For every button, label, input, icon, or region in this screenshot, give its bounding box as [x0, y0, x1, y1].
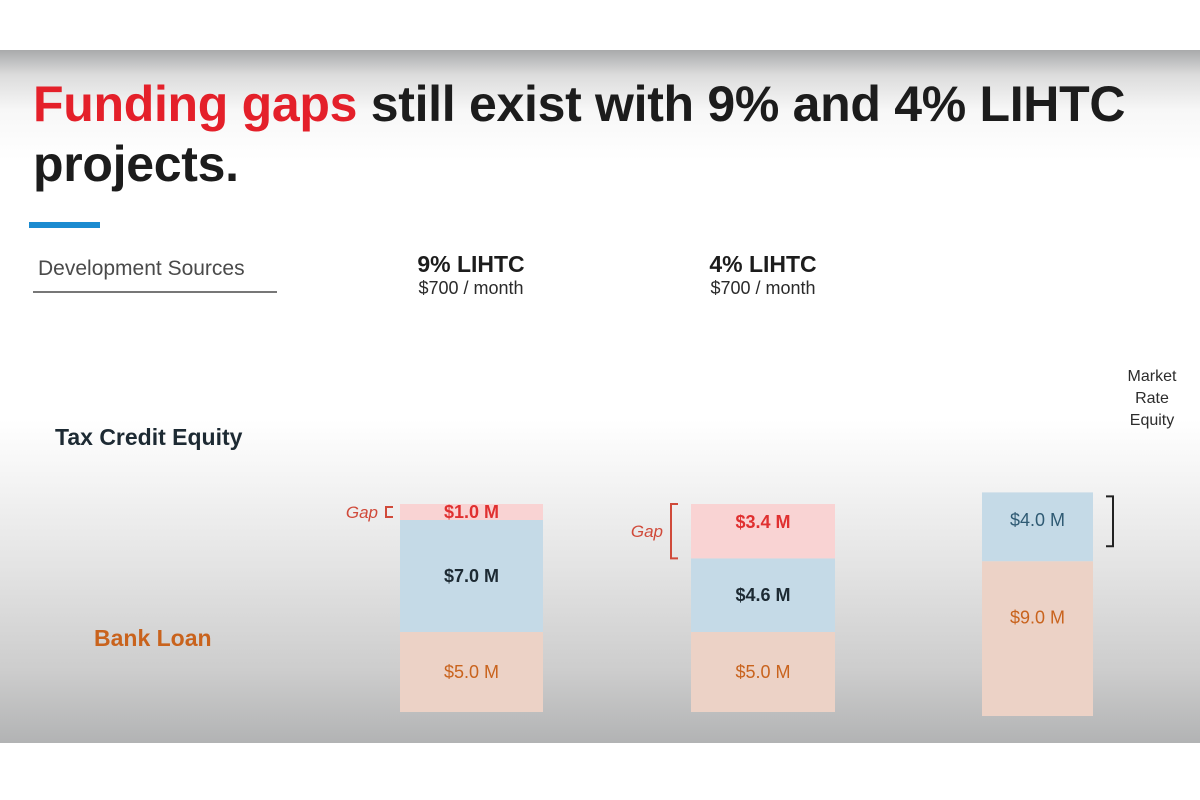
market-rate-equity-text: Market Rate Equity — [1127, 368, 1177, 429]
column-title-subtitle: $700 / month — [418, 278, 524, 298]
market-rate-equity-bracket — [1106, 495, 1114, 548]
bar-segment-gap — [691, 504, 835, 559]
accent-bar — [29, 222, 100, 228]
row-label-bank-loan: Bank Loan — [94, 625, 212, 651]
bar-segment-gap — [400, 504, 543, 520]
row-label-tax-credit-equity: Tax Credit Equity — [55, 424, 243, 450]
bar-segment-tax-credit-equity — [400, 520, 543, 632]
data-label-tax-credit-equity: $4.6 M — [735, 585, 790, 605]
bar-segment-bank-loan — [691, 632, 835, 712]
gap-annotation: Gap — [631, 522, 663, 541]
column-title-name: 9% LIHTC — [417, 251, 525, 277]
bar-segment-tax-credit-equity — [691, 558, 835, 632]
stacked-bar-chart: $5.0 M $7.0 M $1.0 M $5.0 M $4.6 M $3.4 M $9.0… — [346, 492, 1114, 716]
column-title-name: 4% LIHTC — [709, 251, 817, 277]
gap-bracket — [670, 503, 678, 560]
column-title-4pct: 4% LIHTC $700 / month — [663, 251, 863, 299]
column-title-9pct: 9% LIHTC $700 / month — [371, 251, 571, 299]
data-label-bank-loan: $5.0 M — [444, 662, 499, 682]
data-label-bank-loan: $9.0 M — [1010, 608, 1065, 628]
title-highlight: Funding gaps — [33, 76, 358, 132]
data-label-gap: $3.4 M — [735, 512, 790, 532]
bar-segment-bank-loan — [982, 561, 1093, 716]
market-rate-equity-label: Market Rate Equity — [1112, 366, 1192, 432]
data-label-gap: $1.0 M — [444, 502, 499, 522]
gap-bracket — [385, 506, 393, 518]
slide-title: Funding gaps still exist with 9% and 4% … — [33, 74, 1200, 194]
slide: Funding gaps still exist with 9% and 4% … — [0, 50, 1200, 743]
section-underline — [33, 291, 277, 293]
section-label: Development Sources — [38, 257, 245, 280]
bar-segment-market-rate-equity — [982, 492, 1093, 562]
gap-annotation: Gap — [346, 503, 378, 522]
data-label-tax-credit-equity: $7.0 M — [444, 566, 499, 586]
data-label-bank-loan: $5.0 M — [735, 662, 790, 682]
bar-segment-bank-loan — [400, 632, 543, 712]
title-rest: still exist with 9% and 4% LIHTC project… — [33, 76, 1126, 192]
column-title-subtitle: $700 / month — [710, 278, 816, 298]
data-label-market-rate-equity: $4.0 M — [1010, 510, 1065, 530]
